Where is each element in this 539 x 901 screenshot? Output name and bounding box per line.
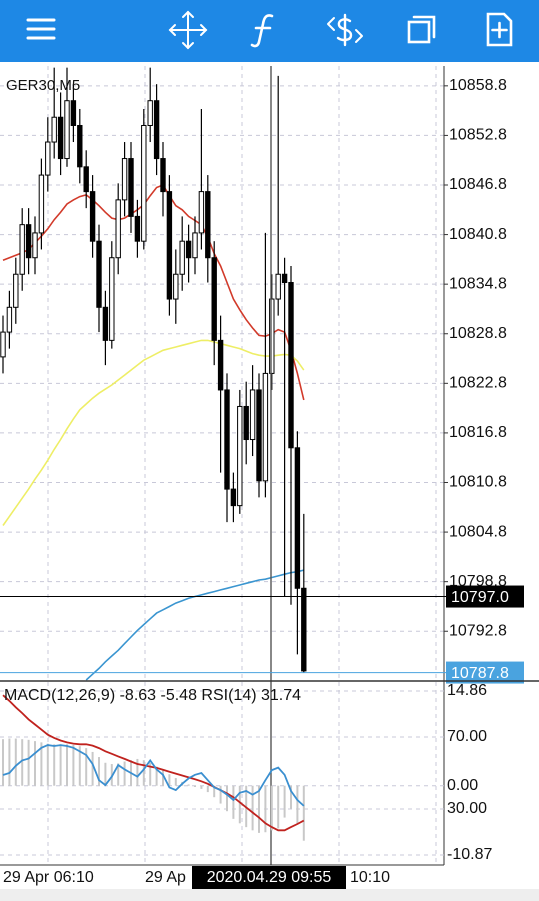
bottom-strip xyxy=(0,889,539,901)
candle-body xyxy=(198,191,205,234)
candle-body xyxy=(166,191,173,300)
menu-button[interactable] xyxy=(26,18,56,40)
candle-body xyxy=(288,282,294,449)
candle-body xyxy=(179,240,185,275)
rsi-line xyxy=(2,744,305,807)
y2-tick-label: 30.00 xyxy=(447,800,487,817)
moving-average xyxy=(2,184,305,401)
moving-average xyxy=(2,339,305,526)
crosshair-time-box xyxy=(192,866,346,889)
candle-body xyxy=(115,199,121,259)
candle-body xyxy=(32,232,38,259)
y-tick-label: 10846.8 xyxy=(449,176,507,193)
x-tick-label: 10:10 xyxy=(350,869,390,886)
y-tick-label: 10828.8 xyxy=(449,325,507,342)
price-label-box xyxy=(446,585,524,608)
candle-body xyxy=(77,124,83,168)
candle-body xyxy=(211,257,217,341)
candle-body xyxy=(121,158,128,201)
candle-body xyxy=(217,339,224,391)
x-tick-label: 29 Ap xyxy=(145,869,186,886)
candle-body xyxy=(83,166,89,193)
candle-body xyxy=(13,273,19,308)
indicators-button[interactable] xyxy=(250,14,274,48)
price-label: 10787.8 xyxy=(451,665,509,682)
candle-body xyxy=(153,100,160,160)
candle-body xyxy=(141,124,147,242)
y-tick-label: 10852.8 xyxy=(449,127,507,144)
candle-body xyxy=(70,100,77,126)
candle-body xyxy=(147,100,153,126)
candle-body xyxy=(256,389,262,482)
candle-body xyxy=(25,224,32,259)
candle-body xyxy=(64,100,70,160)
price-label: 10797.0 xyxy=(451,589,509,606)
candle-body xyxy=(301,587,307,672)
toolbar xyxy=(0,0,539,62)
y-tick-label: 10858.8 xyxy=(449,77,507,94)
symbol-label: GER30,M5 xyxy=(6,77,80,94)
candle-body xyxy=(96,240,102,308)
candle-body xyxy=(294,447,301,589)
y-tick-label: 10822.8 xyxy=(449,375,507,392)
candle-body xyxy=(224,389,230,490)
candle-body xyxy=(230,488,237,507)
crosshair-button[interactable] xyxy=(168,10,208,50)
candle-body xyxy=(269,298,275,374)
new-order-button[interactable] xyxy=(486,12,513,47)
candle-body xyxy=(57,116,64,160)
y-tick-label: 10810.8 xyxy=(449,474,507,491)
crosshair-time-label: 2020.04.29 09:55 xyxy=(207,869,332,886)
candle-body xyxy=(51,116,57,143)
candle-body xyxy=(243,405,249,441)
signal-line xyxy=(2,694,305,832)
windows-button[interactable] xyxy=(407,15,436,44)
candle-body xyxy=(134,215,141,242)
candle-body xyxy=(237,405,243,507)
candle-body xyxy=(275,273,281,300)
candle-body xyxy=(0,331,6,358)
candle-body xyxy=(173,273,179,300)
y-tick-label: 10840.8 xyxy=(449,226,507,243)
candle-body xyxy=(19,224,25,275)
candle-body xyxy=(128,158,134,217)
candle-body xyxy=(109,257,115,341)
candle-body xyxy=(262,372,269,482)
y-tick-label: 0.00 xyxy=(447,777,478,794)
candle-body xyxy=(249,389,256,441)
x-tick-label: 29 Apr 06:10 xyxy=(3,869,94,886)
candle-body xyxy=(185,240,192,259)
toolbar-bg xyxy=(0,0,539,62)
price-label-box xyxy=(446,661,524,684)
y2-tick-label: 70.00 xyxy=(447,728,487,745)
candle-body xyxy=(192,232,198,259)
trade-button[interactable] xyxy=(327,13,363,47)
candle-body xyxy=(205,191,211,259)
candle-body xyxy=(45,141,51,176)
candle-body xyxy=(89,191,96,242)
chart-area: 10858.8 10852.8 10846.8 10840.8 10834.8 10828… xyxy=(0,66,539,889)
y-tick-label: 10834.8 xyxy=(449,275,507,292)
y-tick-label: 14.86 xyxy=(447,682,487,699)
candle-body xyxy=(281,273,288,284)
y-tick-label: 10792.8 xyxy=(449,622,507,639)
candle-body xyxy=(160,158,166,193)
y-tick-label: 10804.8 xyxy=(449,523,507,540)
y-tick-label: 10816.8 xyxy=(449,424,507,441)
y-tick-label: -10.87 xyxy=(447,846,492,863)
indicator-label: MACD(12,26,9) -8.63 -5.48 RSI(14) 31.74 xyxy=(4,687,301,704)
candle-body xyxy=(102,306,109,341)
candle-body xyxy=(38,174,45,234)
candle-body xyxy=(6,306,13,333)
